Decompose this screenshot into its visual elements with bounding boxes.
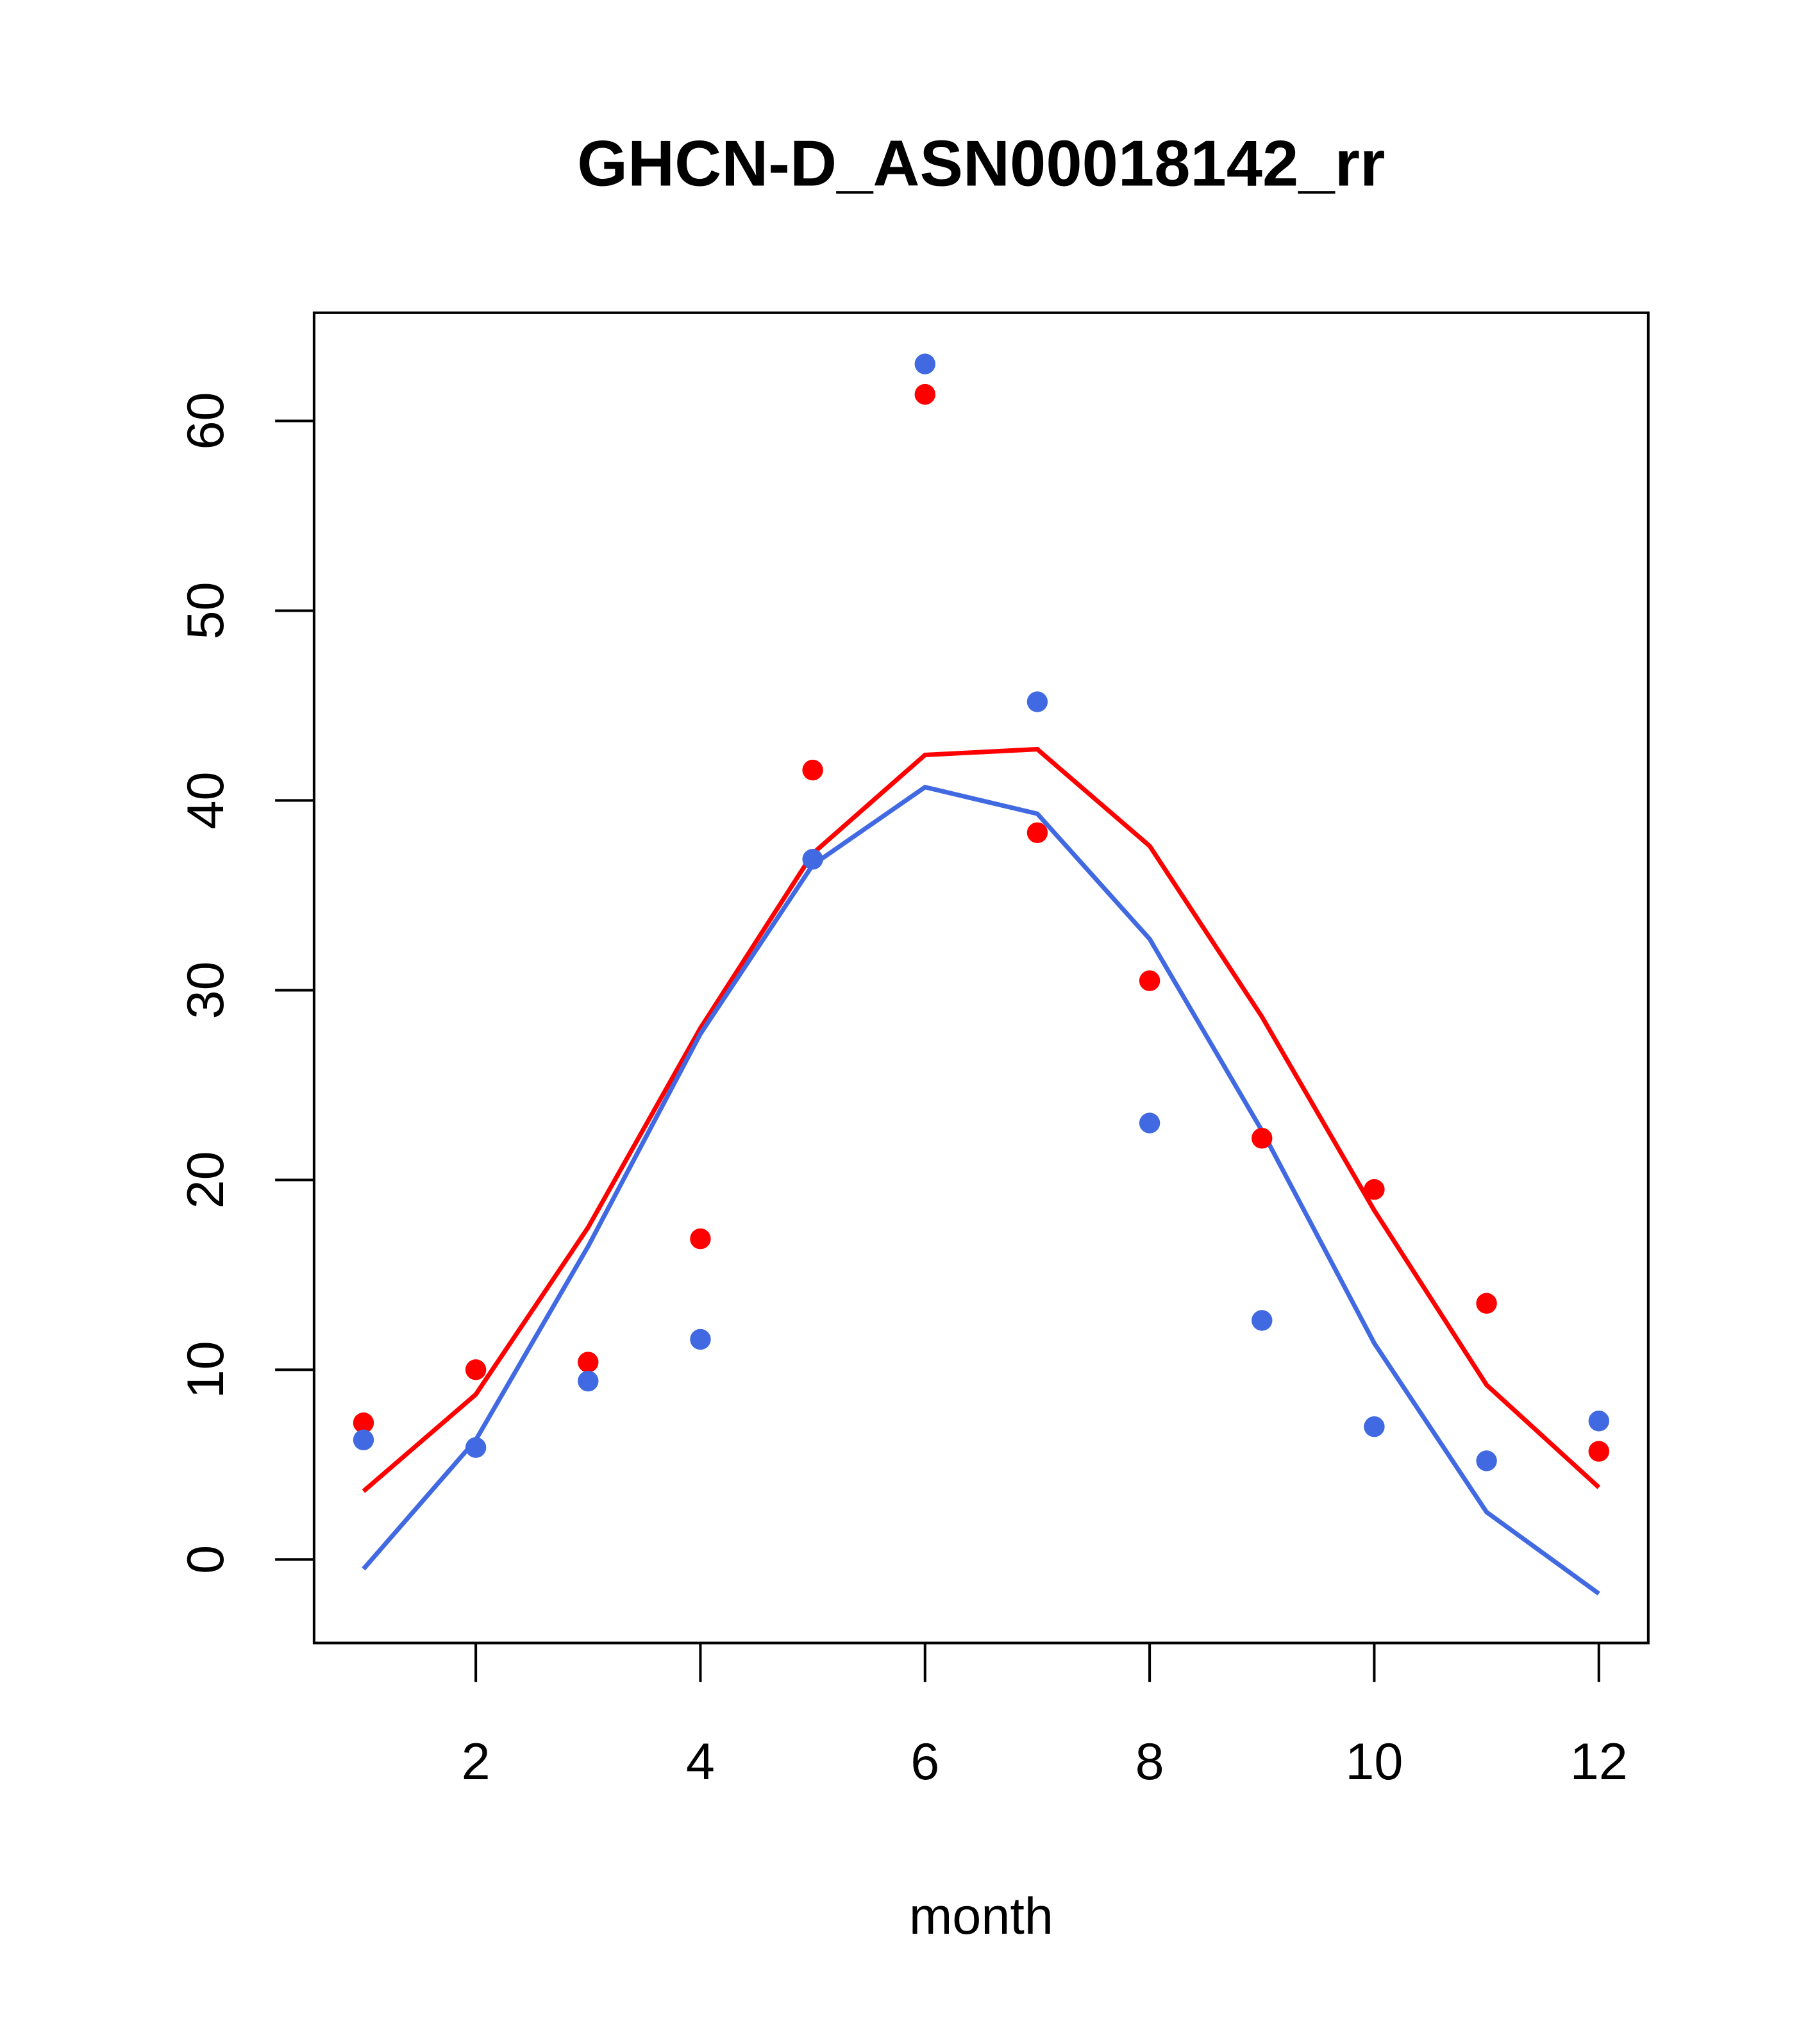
chart-title: GHCN-D_ASN00018142_rr	[577, 127, 1385, 199]
blue-point-m10	[1364, 1416, 1385, 1437]
y-tick-label: 20	[177, 1151, 235, 1209]
x-tick-label: 10	[1345, 1733, 1403, 1791]
red-point-m11	[1476, 1293, 1497, 1314]
blue-point-m7	[1026, 691, 1048, 712]
red-point-m1	[353, 1412, 374, 1434]
x-tick-label: 8	[1135, 1733, 1164, 1791]
blue-point-m9	[1252, 1310, 1273, 1331]
x-tick-label: 12	[1570, 1733, 1628, 1791]
red-point-m4	[690, 1228, 711, 1250]
x-tick-label: 4	[686, 1733, 715, 1791]
y-tick-label: 0	[177, 1545, 235, 1574]
blue-point-m11	[1476, 1450, 1497, 1471]
blue-point-m1	[353, 1429, 374, 1451]
blue-point-m5	[802, 849, 823, 870]
blue-point-m2	[465, 1437, 487, 1458]
red-point-m3	[578, 1352, 599, 1373]
red-point-m5	[802, 759, 823, 781]
x-tick-label: 2	[462, 1733, 490, 1791]
red-point-m7	[1026, 822, 1048, 843]
y-tick-label: 60	[177, 392, 235, 449]
x-axis-label: month	[909, 1888, 1053, 1945]
blue-point-m4	[690, 1328, 711, 1350]
red-point-m9	[1252, 1128, 1273, 1149]
y-tick-label: 10	[177, 1341, 235, 1398]
red-point-m12	[1588, 1441, 1609, 1462]
blue-line-series	[362, 784, 1600, 1596]
y-tick-label: 50	[177, 582, 235, 639]
blue-point-m6	[914, 353, 935, 374]
blue-point-m3	[578, 1370, 599, 1392]
blue-point-m8	[1139, 1112, 1160, 1134]
y-tick-label: 30	[177, 961, 235, 1019]
plot-frame	[312, 311, 1650, 1645]
y-tick-label: 40	[177, 771, 235, 829]
blue-point-m12	[1588, 1411, 1609, 1432]
red-point-m2	[465, 1359, 487, 1380]
red-line-series	[362, 746, 1601, 1493]
red-point-m8	[1139, 970, 1160, 991]
red-point-m6	[914, 383, 935, 405]
x-tick-label: 6	[910, 1733, 939, 1791]
red-point-m10	[1364, 1178, 1385, 1200]
